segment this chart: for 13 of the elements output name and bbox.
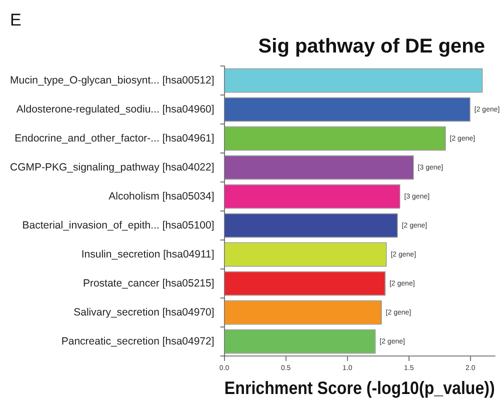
y-tick-label: Salivary_secretion [hsa04970] [74,306,214,318]
y-tick-label: CGMP-PKG_signaling_pathway [hsa04022] [10,161,214,174]
y-tick-label: Mucin_type_O-glycan_biosynt... [hsa00512] [10,74,214,86]
y-tick-label: Prostate_cancer [hsa05215] [82,277,214,290]
chart-title: Sig pathway of DE gene [258,36,485,58]
y-tick-label: Aldosterone-regulated_sodiu... [hsa04960] [16,103,214,116]
y-tick-label: Alcoholism [hsa05034] [108,190,214,202]
y-tick-label: Endocrine_and_other_factor-... [hsa04961] [14,132,214,144]
y-tick-label: Insulin_secretion [hsa04911] [81,248,214,260]
y-tick-label: Bacterial_invasion_of_epith... [hsa05100] [22,219,214,232]
text: E [10,10,22,30]
y-tick-label: Pancreatic_secretion [hsa04972] [61,335,214,348]
x-axis-title: Enrichment Score (-log10(p_value)) [224,378,495,398]
